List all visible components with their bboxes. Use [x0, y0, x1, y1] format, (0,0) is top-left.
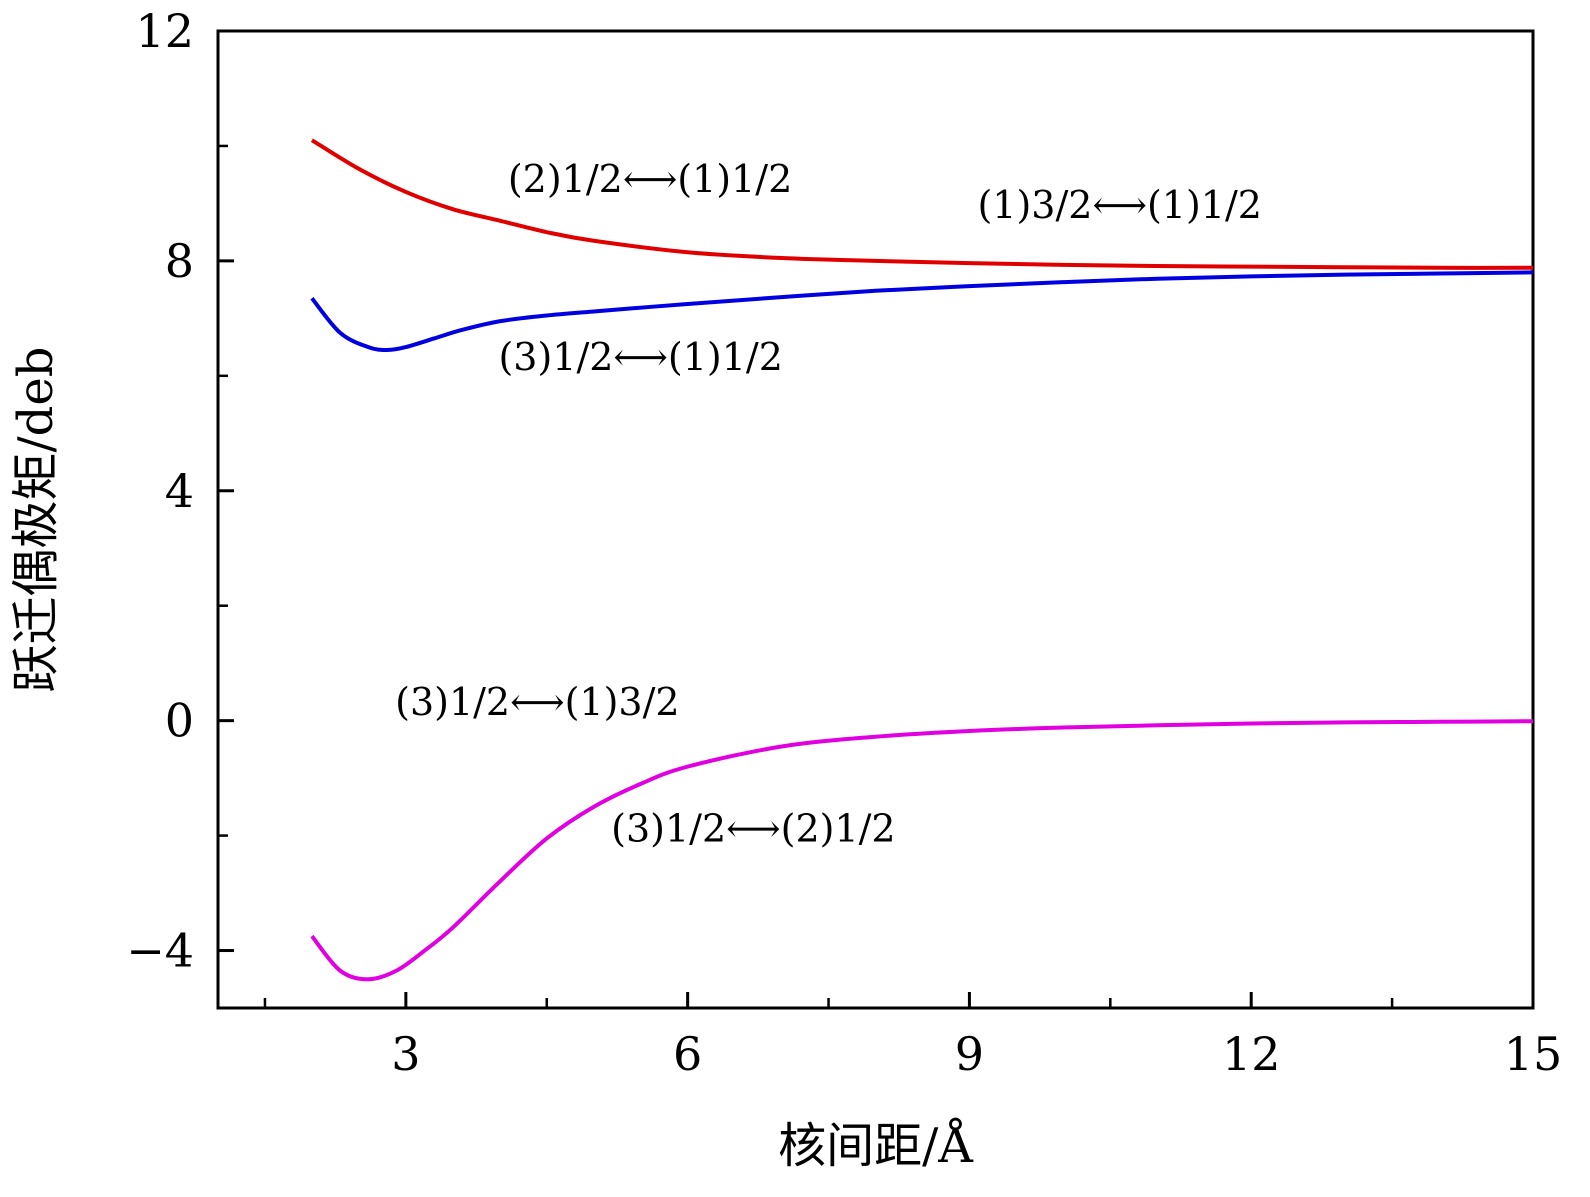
- series-group: [310, 138, 1534, 982]
- x-tick-label: 6: [673, 1027, 702, 1081]
- annotation-label: (1)3/2⟷(1)1/2: [977, 183, 1261, 227]
- plot-area: [216, 29, 1535, 1010]
- x-tick-label: 3: [391, 1027, 420, 1081]
- y-axis-title: 跃迁偶极矩/deb: [8, 346, 64, 692]
- annotation-label: (3)1/2⟷(1)1/2: [498, 335, 782, 379]
- annotation-label: (2)1/2⟷(1)1/2: [508, 157, 792, 201]
- x-tick-label: 12: [1222, 1027, 1281, 1081]
- axes-ticks: 3 6 9 12 15 −4 0 4 8 12: [126, 4, 1562, 1081]
- series-line-2: [310, 270, 1534, 352]
- plot-frame: [216, 29, 1535, 1010]
- series-line-1: [310, 138, 1534, 270]
- annotation-label: (3)1/2⟷(1)3/2: [395, 680, 679, 724]
- y-tick-label: −4: [126, 924, 194, 978]
- x-tick-label: 15: [1504, 1027, 1563, 1081]
- y-tick-label: 4: [165, 464, 194, 518]
- y-tick-label: 12: [135, 4, 194, 58]
- annotation-label: (3)1/2⟷(2)1/2: [611, 806, 895, 850]
- annotations: (2)1/2⟷(1)1/2 (1)3/2⟷(1)1/2 (3)1/2⟷(1)1/2 (…: [395, 157, 1262, 850]
- y-tick-label: 0: [165, 694, 194, 748]
- x-axis-title: 核间距/Å: [778, 1117, 974, 1174]
- x-tick-label: 9: [955, 1027, 984, 1081]
- y-tick-label: 8: [165, 234, 194, 288]
- series-line-3: [310, 719, 1534, 982]
